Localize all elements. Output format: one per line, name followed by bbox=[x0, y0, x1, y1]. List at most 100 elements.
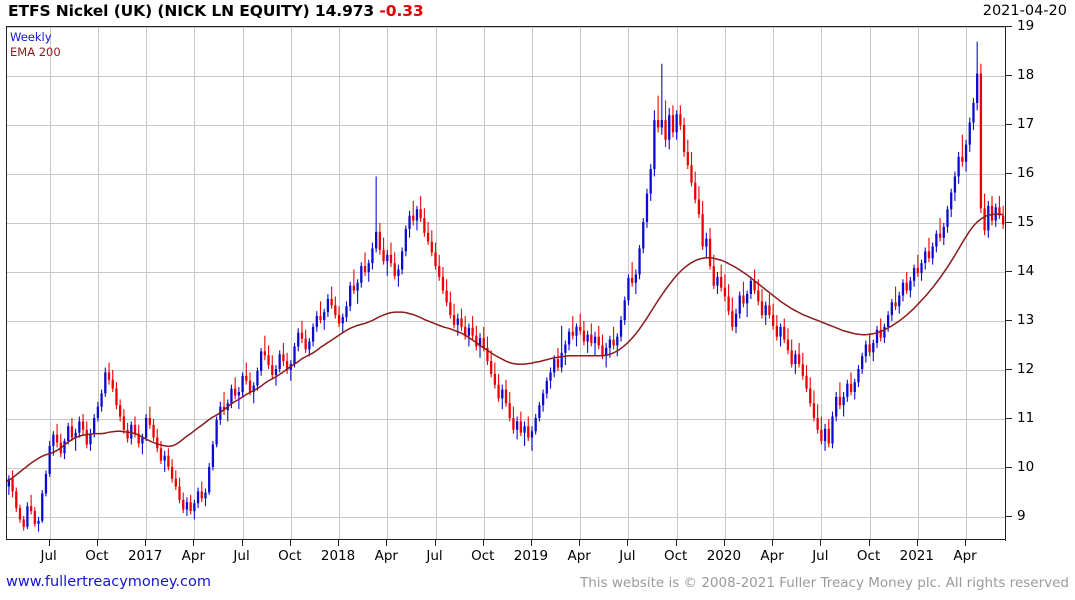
candle-body-up bbox=[898, 295, 901, 307]
price-chart-plot-area[interactable] bbox=[6, 26, 1006, 540]
ema-200-line bbox=[7, 213, 1004, 482]
candle-body-up bbox=[308, 341, 311, 350]
x-tick-mark bbox=[868, 540, 870, 546]
candle-body-down bbox=[497, 384, 500, 399]
candle-body-up bbox=[397, 269, 400, 276]
candle-body-up bbox=[208, 466, 211, 493]
candle-body-down bbox=[490, 361, 493, 374]
candle-body-down bbox=[983, 208, 986, 231]
copyright-notice: This website is © 2008-2021 Fuller Treac… bbox=[580, 575, 1069, 591]
candle-body-up bbox=[987, 205, 990, 231]
candle-body-up bbox=[204, 492, 207, 499]
candle-body-down bbox=[119, 405, 122, 417]
candle-body-down bbox=[389, 254, 393, 264]
candle-body-up bbox=[467, 327, 471, 336]
candle-body-down bbox=[720, 276, 723, 288]
candle-body-down bbox=[282, 354, 285, 362]
candle-body-up bbox=[946, 209, 949, 227]
x-axis: Jul Oct 2017 Apr Jul Oct 2018 Apr Jul Oct 2019 Apr J… bbox=[6, 540, 1006, 572]
candle-body-up bbox=[890, 302, 893, 316]
candle-body-down bbox=[827, 428, 830, 444]
candle-body-down bbox=[694, 182, 697, 200]
candle-body-up bbox=[215, 419, 218, 445]
gridline-x-Oct bbox=[676, 27, 678, 539]
candle-body-down bbox=[363, 266, 367, 272]
candle-body-down bbox=[304, 338, 307, 350]
candle-body-up bbox=[67, 426, 70, 442]
gridline-x-Oct bbox=[97, 27, 99, 539]
candle-body-up bbox=[924, 251, 927, 264]
candle-body-down bbox=[200, 491, 203, 499]
candle-body-up bbox=[564, 344, 567, 353]
candle-body-down bbox=[482, 338, 485, 348]
candle-body-up bbox=[400, 251, 404, 270]
candle-body-up bbox=[968, 122, 971, 145]
candle-body-up bbox=[323, 312, 326, 320]
candle-body-down bbox=[33, 511, 36, 524]
candle-body-up bbox=[634, 274, 638, 283]
candle-body-up bbox=[297, 332, 300, 347]
y-tick-mark bbox=[1006, 319, 1012, 321]
candle-body-down bbox=[938, 233, 942, 238]
candle-body-up bbox=[883, 326, 886, 338]
candle-body-down bbox=[590, 334, 593, 344]
candle-body-down bbox=[757, 290, 760, 302]
candle-body-down bbox=[797, 354, 801, 365]
candle-body-down bbox=[493, 373, 497, 385]
gridline-x-Jul bbox=[821, 27, 823, 539]
site-url[interactable]: www.fullertreacymoney.com bbox=[6, 574, 211, 590]
candle-body-down bbox=[178, 486, 181, 500]
y-tick-label: 16 bbox=[1017, 164, 1035, 181]
y-tick-label: 9 bbox=[1017, 507, 1026, 524]
x-tick-mark bbox=[723, 540, 725, 546]
candle-body-up bbox=[942, 226, 945, 238]
candle-body-up bbox=[909, 280, 912, 291]
candle-body-down bbox=[664, 120, 667, 140]
candle-body-up bbox=[746, 294, 749, 304]
candle-body-up bbox=[404, 228, 407, 252]
candle-body-down bbox=[597, 336, 600, 346]
x-tick-label: Apr bbox=[567, 548, 591, 564]
x-tick-mark bbox=[675, 540, 677, 546]
gridline-x-Apr bbox=[194, 27, 196, 539]
candle-body-down bbox=[319, 316, 322, 320]
candle-body-down bbox=[820, 429, 823, 442]
candle-body-down bbox=[723, 287, 727, 297]
gridline-x-Jul bbox=[242, 27, 244, 539]
candle-body-up bbox=[408, 215, 411, 229]
candle-body-up bbox=[52, 434, 55, 446]
candle-body-down bbox=[579, 326, 582, 331]
y-tick-mark bbox=[1006, 515, 1012, 517]
candle-body-up bbox=[44, 473, 48, 494]
candle-body-up bbox=[141, 437, 144, 444]
candle-body-up bbox=[964, 144, 968, 162]
candle-body-up bbox=[605, 347, 608, 356]
candle-body-down bbox=[55, 434, 59, 443]
candle-body-down bbox=[271, 365, 274, 375]
candle-body-up bbox=[842, 396, 845, 406]
candle-body-up bbox=[478, 338, 482, 347]
candlestick-series-canvas bbox=[7, 41, 1005, 532]
x-tick-mark bbox=[48, 540, 50, 546]
candle-body-up bbox=[48, 445, 51, 474]
candle-body-down bbox=[682, 124, 686, 152]
candle-body-down bbox=[504, 389, 508, 404]
candle-body-down bbox=[222, 406, 226, 411]
candle-body-down bbox=[712, 266, 715, 286]
candle-body-down bbox=[816, 417, 819, 430]
y-tick-mark bbox=[1006, 74, 1012, 76]
candle-body-down bbox=[753, 280, 756, 291]
candle-body-up bbox=[886, 315, 890, 327]
candle-body-up bbox=[371, 248, 374, 264]
candle-body-up bbox=[37, 520, 40, 524]
candle-body-up bbox=[935, 233, 938, 247]
candle-body-up bbox=[237, 392, 241, 396]
candle-body-up bbox=[831, 416, 834, 444]
candle-body-down bbox=[998, 207, 1001, 216]
y-tick-label: 10 bbox=[1017, 458, 1035, 475]
candle-body-down bbox=[352, 285, 356, 291]
candle-body-down bbox=[412, 215, 415, 221]
candle-body-down bbox=[267, 355, 270, 366]
candle-body-up bbox=[515, 421, 519, 430]
x-tick-mark bbox=[145, 540, 147, 546]
